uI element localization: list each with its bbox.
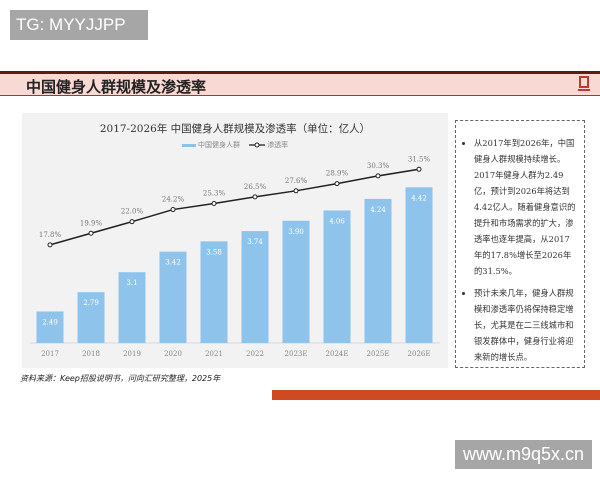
bar [323, 210, 351, 343]
slide-title: 中国健身人群规模及渗透率 [26, 78, 207, 96]
bar-label: 3.42 [165, 259, 181, 267]
bar-label: 3.1 [126, 279, 137, 287]
chart-panel: 2017-2026年 中国健身人群规模及渗透率（单位：亿人） 中国健身人群 渗透… [22, 113, 448, 368]
slide-header: 中国健身人群规模及渗透率 [0, 71, 600, 96]
bar [77, 292, 105, 343]
bar-label: 4.42 [411, 194, 427, 202]
rate-label: 30.3% [367, 162, 390, 170]
rate-line [49, 168, 420, 246]
bar-label: 4.24 [370, 206, 386, 214]
rate-label: 17.8% [39, 231, 62, 239]
chart-plot: 2.49 2017 2.79 2018 3.1 2019 3.42 2020 3.58 2021 3… [30, 155, 440, 358]
rate-label: 22.0% [121, 208, 144, 216]
bar-label: 2.79 [83, 299, 99, 307]
summary-bullet: 从2017年到2026年，中国健身人群规模持续增长。2017年健身人群为2.49… [474, 135, 578, 279]
bar [200, 241, 228, 343]
rate-label: 28.9% [326, 170, 349, 178]
watermark-top: TG: MYYJJPP [10, 10, 148, 40]
x-tick-label: 2023E [285, 350, 308, 358]
rate-label: 26.5% [244, 183, 267, 191]
legend-line-label: 渗透率 [267, 141, 289, 149]
logo-icon [578, 76, 590, 91]
x-tick-label: 2025E [367, 350, 390, 358]
rate-label: 19.9% [80, 219, 103, 227]
bar-label: 3.90 [288, 228, 304, 236]
x-tick-label: 2021 [205, 350, 223, 358]
watermark-bottom: www.m9q5x.cn [455, 440, 592, 469]
x-tick-label: 2018 [82, 350, 100, 358]
rate-point [170, 207, 176, 213]
rate-point [252, 194, 258, 200]
rate-point [47, 242, 53, 248]
rate-label: 27.6% [285, 177, 308, 185]
bar [364, 198, 392, 343]
source-note: 资料来源：Keep招股说明书，问向汇研究整理，2025年 [20, 374, 221, 383]
bar-label: 3.74 [247, 238, 263, 246]
x-tick-label: 2026E [408, 350, 431, 358]
legend-bar-label: 中国健身人群 [198, 141, 241, 149]
legend-bar-swatch [181, 143, 196, 147]
rate-point [88, 230, 94, 236]
bar [241, 231, 269, 343]
chart-legend: 中国健身人群 渗透率 [22, 140, 448, 150]
rate-point [375, 173, 381, 179]
x-tick-label: 2017 [41, 350, 59, 358]
chart-title: 2017-2026年 中国健身人群规模及渗透率（单位：亿人） [99, 123, 371, 135]
rate-point [211, 200, 217, 206]
summary-textbox: 从2017年到2026年，中国健身人群规模持续增长。2017年健身人群为2.49… [455, 120, 585, 368]
bar [36, 311, 64, 343]
x-tick-label: 2020 [164, 350, 182, 358]
rate-point [416, 166, 422, 172]
rate-label: 31.5% [408, 155, 431, 163]
bar [282, 220, 310, 343]
bar [405, 187, 433, 343]
rate-point [334, 181, 340, 187]
rate-point [293, 188, 299, 194]
bar-label: 3.58 [206, 248, 222, 256]
legend-line-swatch [248, 142, 265, 148]
x-tick-label: 2024E [326, 350, 349, 358]
x-tick-label: 2019 [123, 350, 141, 358]
x-tick-label: 2022 [246, 350, 264, 358]
rate-label: 24.2% [162, 196, 185, 204]
summary-bullet: 预计未来几年，健身人群规模和渗透率仍将保持稳定增长，尤其是在二三线城市和银发群体… [474, 285, 578, 365]
bar-label: 4.06 [329, 217, 345, 225]
rate-point [129, 219, 135, 225]
accent-bar [272, 390, 600, 400]
bar [159, 251, 187, 343]
bar-label: 2.49 [42, 318, 58, 326]
bar [118, 272, 146, 343]
rate-label: 25.3% [203, 189, 226, 197]
